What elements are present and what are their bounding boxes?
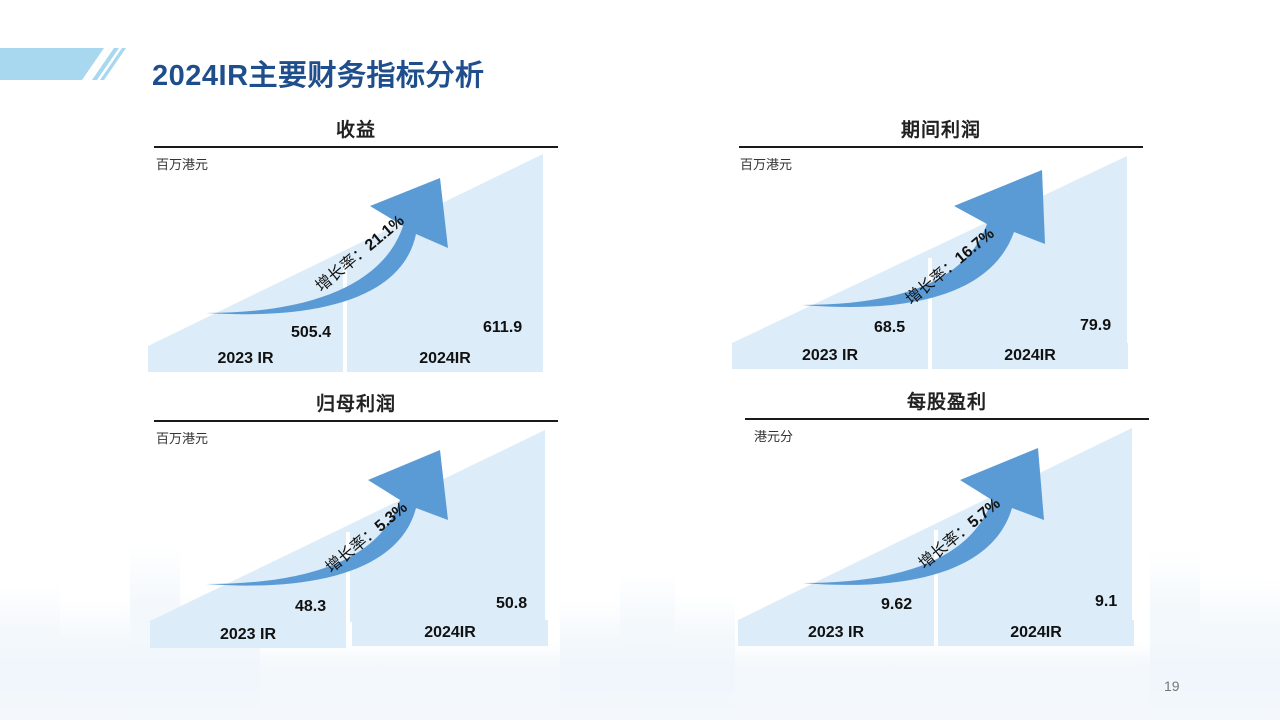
area-divider bbox=[928, 258, 932, 343]
growth-area bbox=[148, 430, 545, 622]
category-2023: 2023 IR bbox=[738, 620, 934, 646]
value-2024: 611.9 bbox=[483, 319, 523, 336]
value-2024: 9.1 bbox=[1095, 593, 1118, 610]
unit-label: 百万港元 bbox=[156, 157, 209, 172]
area-divider bbox=[934, 530, 938, 620]
value-2023: 48.3 bbox=[295, 598, 327, 615]
growth-arrow bbox=[803, 448, 1044, 585]
growth-chart bbox=[148, 154, 543, 346]
panel-parent-profit: 归母利润 百万港元 增长率：5.3% 48.3 50.8 2023 IR 202… bbox=[148, 382, 578, 652]
growth-arrow bbox=[206, 450, 448, 586]
panel-revenue: 收益 百万港元 增长率：21.1% 505.4 611.9 2023 IR 20… bbox=[148, 108, 578, 378]
panel-title: 收益 bbox=[154, 118, 558, 148]
category-2024: 2024IR bbox=[938, 620, 1134, 646]
unit-label: 百万港元 bbox=[156, 431, 209, 446]
value-2023: 505.4 bbox=[291, 324, 332, 341]
unit-label: 百万港元 bbox=[740, 157, 793, 172]
panel-title: 期间利润 bbox=[739, 118, 1143, 148]
growth-chart bbox=[148, 430, 545, 622]
growth-chart bbox=[732, 156, 1127, 343]
growth-arrow bbox=[206, 178, 448, 315]
panel-title: 归母利润 bbox=[154, 392, 558, 422]
growth-chart bbox=[738, 428, 1132, 620]
category-2023: 2023 IR bbox=[732, 343, 928, 369]
value-2023: 9.62 bbox=[881, 596, 913, 613]
growth-area bbox=[148, 154, 543, 346]
category-2024: 2024IR bbox=[932, 343, 1128, 369]
header-stripe bbox=[0, 48, 126, 80]
panel-eps: 每股盈利 港元分 增长率：5.7% 9.62 9.1 2023 IR 2024I… bbox=[738, 380, 1168, 650]
value-2023: 68.5 bbox=[874, 319, 906, 336]
category-2023: 2023 IR bbox=[148, 346, 343, 372]
area-divider bbox=[343, 258, 347, 346]
value-2024: 50.8 bbox=[496, 595, 528, 612]
page-number: 19 bbox=[1164, 678, 1180, 694]
unit-label: 港元分 bbox=[754, 429, 794, 444]
panel-title: 每股盈利 bbox=[745, 390, 1149, 420]
value-2024: 79.9 bbox=[1080, 317, 1112, 334]
area-divider bbox=[346, 532, 350, 622]
panel-period-profit: 期间利润 百万港元 增长率：16.7% 68.5 79.9 2023 IR 20… bbox=[732, 108, 1162, 378]
category-2023: 2023 IR bbox=[150, 622, 346, 648]
growth-arrow bbox=[802, 170, 1045, 308]
category-2024: 2024IR bbox=[352, 620, 548, 646]
page-title: 2024IR主要财务指标分析 bbox=[152, 60, 485, 92]
category-2024: 2024IR bbox=[347, 346, 543, 372]
